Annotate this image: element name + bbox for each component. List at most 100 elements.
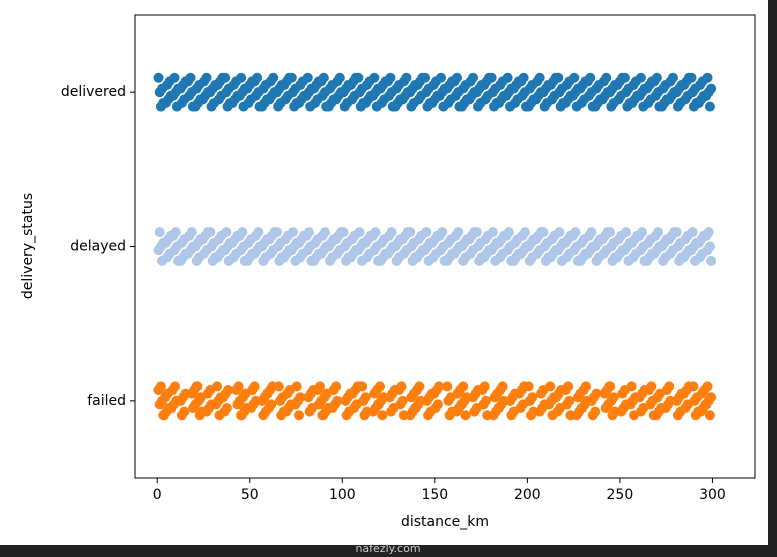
strip-point [671,227,682,238]
strip-point [605,381,616,392]
strip-point [201,72,212,83]
strip-point [436,72,447,83]
strip-point [236,72,247,83]
strip-point [185,72,196,83]
strip-point [331,381,342,392]
watermark: nafezly.com [355,542,420,555]
strip-point [357,381,368,392]
strip-point [221,403,232,414]
y-tick-label: delayed [70,239,126,255]
strip-point [468,72,479,83]
x-tick-label: 100 [329,487,356,503]
strip-point [564,395,575,406]
strip-point [621,227,632,238]
strip-point [319,227,330,238]
strip-point [268,72,279,83]
strip-point [253,227,264,238]
strip-point [220,72,231,83]
strip-point [687,227,698,238]
strip-point [374,381,385,392]
strip-point [252,72,263,83]
strip-point [437,227,448,238]
strip-point [480,395,491,406]
strip-point [401,72,412,83]
strip-point [332,395,343,406]
strip-point [554,227,565,238]
strip-point [706,83,717,94]
strip-point [370,227,381,238]
strip-point [518,72,529,83]
strip-point [303,227,314,238]
strip-point [369,72,380,83]
strip-point [702,381,713,392]
strip-point [287,227,298,238]
strip-point [334,72,345,83]
strip-point [519,227,530,238]
strip-point [295,392,306,403]
strip-point [704,101,715,112]
strip-point [186,227,197,238]
strip-point [249,381,260,392]
strip-point [434,381,445,392]
strip-point [646,381,657,392]
strip-point [153,72,164,83]
strip-point [338,227,349,238]
strip-point [170,381,181,392]
strip-point [421,227,432,238]
strip-point [608,392,619,403]
strip-point [553,72,564,83]
strip-point [653,227,664,238]
strip-point [237,227,248,238]
strip-point [212,381,223,392]
strip-point [471,227,482,238]
strip-point [703,227,714,238]
strip-point [266,399,277,410]
strip-point [487,227,498,238]
strip-point [385,72,396,83]
strip-point [453,227,464,238]
strip-point [569,72,580,83]
strip-point [169,72,180,83]
strip-point [605,227,616,238]
strip-point [538,227,549,238]
strip-point [170,227,181,238]
strip-point [563,381,574,392]
strip-point [396,381,407,392]
strip-point [619,72,630,83]
x-tick-label: 200 [514,487,541,503]
strip-point [360,392,371,403]
y-tick-label: failed [87,393,126,409]
strip-point [686,72,697,83]
strip-point [179,406,190,417]
strip-point [221,227,232,238]
strip-point [486,72,497,83]
strip-point [545,381,556,392]
strip-point [386,227,397,238]
strip-point [706,255,717,266]
strip-point [523,381,534,392]
strip-point [688,381,699,392]
strip-point [271,227,282,238]
strip-point [502,72,513,83]
x-tick-label: 0 [153,487,162,503]
strip-point [233,381,244,392]
strip-point [460,410,471,421]
strip-point [664,381,675,392]
strip-point [223,385,234,396]
strip-point [432,399,443,410]
strip-point [192,381,203,392]
strip-point [315,381,326,392]
strip-point [704,241,715,252]
strip-point [273,381,284,392]
strip-point [291,381,302,392]
strip-point [205,227,216,238]
strip-point [414,381,425,392]
strip-point [318,72,329,83]
x-axis-label: distance_km [401,514,489,530]
strip-point [534,72,545,83]
strip-point [637,227,648,238]
strip-point [626,381,637,392]
strip-point [353,72,364,83]
strip-point [704,410,715,421]
